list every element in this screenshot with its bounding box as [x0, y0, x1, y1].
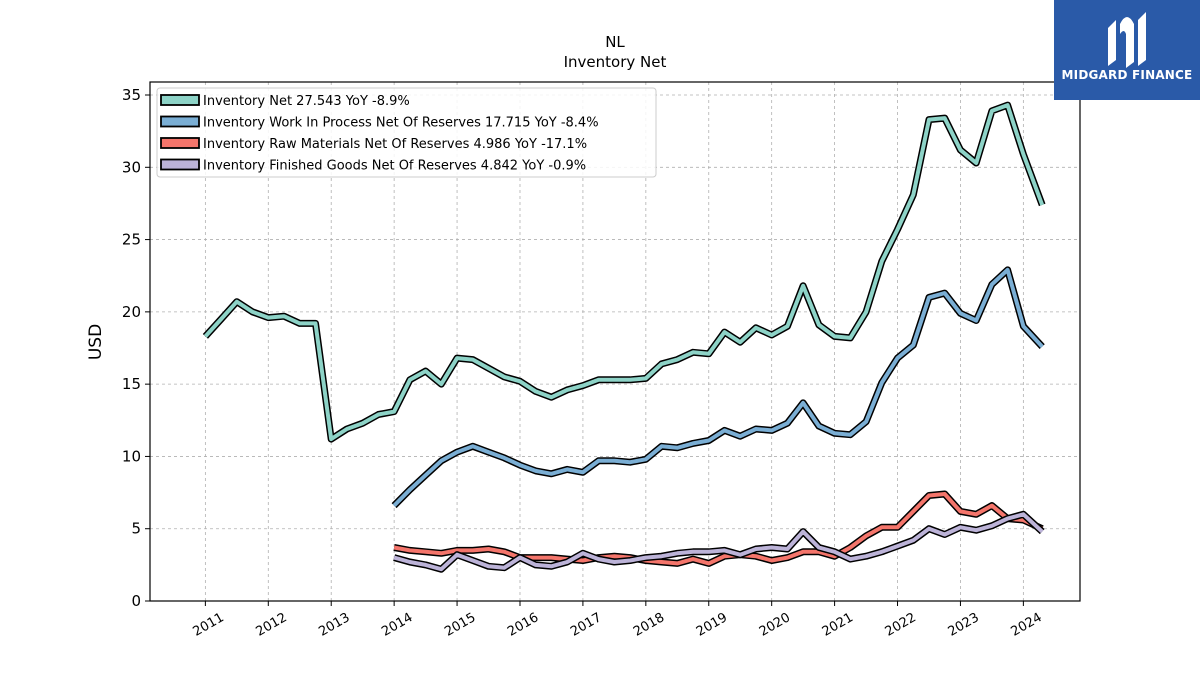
y-tick-label: 20: [122, 303, 141, 321]
chart-subtitle: Inventory Net: [564, 53, 667, 71]
y-tick-label: 5: [131, 520, 141, 538]
y-tick-label: 25: [122, 231, 141, 249]
chart-title: NL: [605, 33, 625, 51]
y-tick-label: 30: [122, 158, 141, 176]
x-tick-label: 2022: [883, 610, 919, 640]
y-axis-ticks: 0 5 10 15 20 25 30 35: [122, 86, 150, 610]
legend-box: [156, 87, 657, 178]
x-tick-label: 2012: [253, 610, 289, 640]
series-outline: [391, 266, 1045, 509]
brand-name: MIDGARD FINANCE: [1061, 68, 1193, 82]
x-tick-label: 2023: [946, 610, 982, 640]
series-line: [203, 103, 1045, 442]
x-tick-label: 2013: [316, 610, 352, 640]
x-tick-label: 2019: [694, 610, 730, 640]
legend: Inventory Net 27.543 YoY -8.9% Inventory …: [156, 87, 657, 178]
brand-logo: MIDGARD FINANCE: [1054, 0, 1200, 100]
plot-frame: [149, 81, 1081, 602]
x-axis-ticks: 2011 2012 2013 2014 2015 2016 2017 2018 2019 2020…: [191, 601, 1045, 640]
legend-label: Inventory Net 27.543 YoY -8.9%: [203, 94, 410, 109]
x-tick-label: 2011: [191, 610, 227, 640]
x-tick-label: 2014: [379, 610, 415, 640]
y-tick-label: 10: [122, 447, 141, 465]
legend-swatch: [160, 158, 200, 171]
legend-label: Inventory Finished Goods Net Of Reserves…: [203, 159, 586, 174]
x-tick-label: 2021: [820, 610, 856, 640]
y-tick-label: 15: [122, 375, 141, 393]
legend-label: Inventory Raw Materials Net Of Reserves …: [203, 137, 587, 152]
legend-swatch: [160, 115, 200, 128]
legend-label: Inventory Work In Process Net Of Reserve…: [203, 116, 599, 131]
series-lines: [202, 101, 1046, 573]
brand-logo-icon: [1054, 0, 1200, 100]
y-axis-label: USD: [86, 324, 106, 360]
y-tick-label: 0: [131, 592, 141, 610]
series-line: [392, 267, 1044, 508]
x-tick-label: 2018: [631, 610, 667, 640]
x-tick-label: 2017: [568, 610, 604, 640]
x-tick-label: 2024: [1009, 610, 1045, 640]
legend-swatch: [160, 137, 200, 149]
y-tick-label: 35: [122, 86, 141, 104]
series-line: [393, 492, 1044, 566]
x-tick-label: 2020: [757, 610, 793, 640]
series-line: [393, 512, 1044, 572]
legend-swatch: [160, 94, 200, 106]
x-tick-label: 2015: [442, 610, 478, 640]
x-tick-label: 2016: [505, 610, 541, 640]
